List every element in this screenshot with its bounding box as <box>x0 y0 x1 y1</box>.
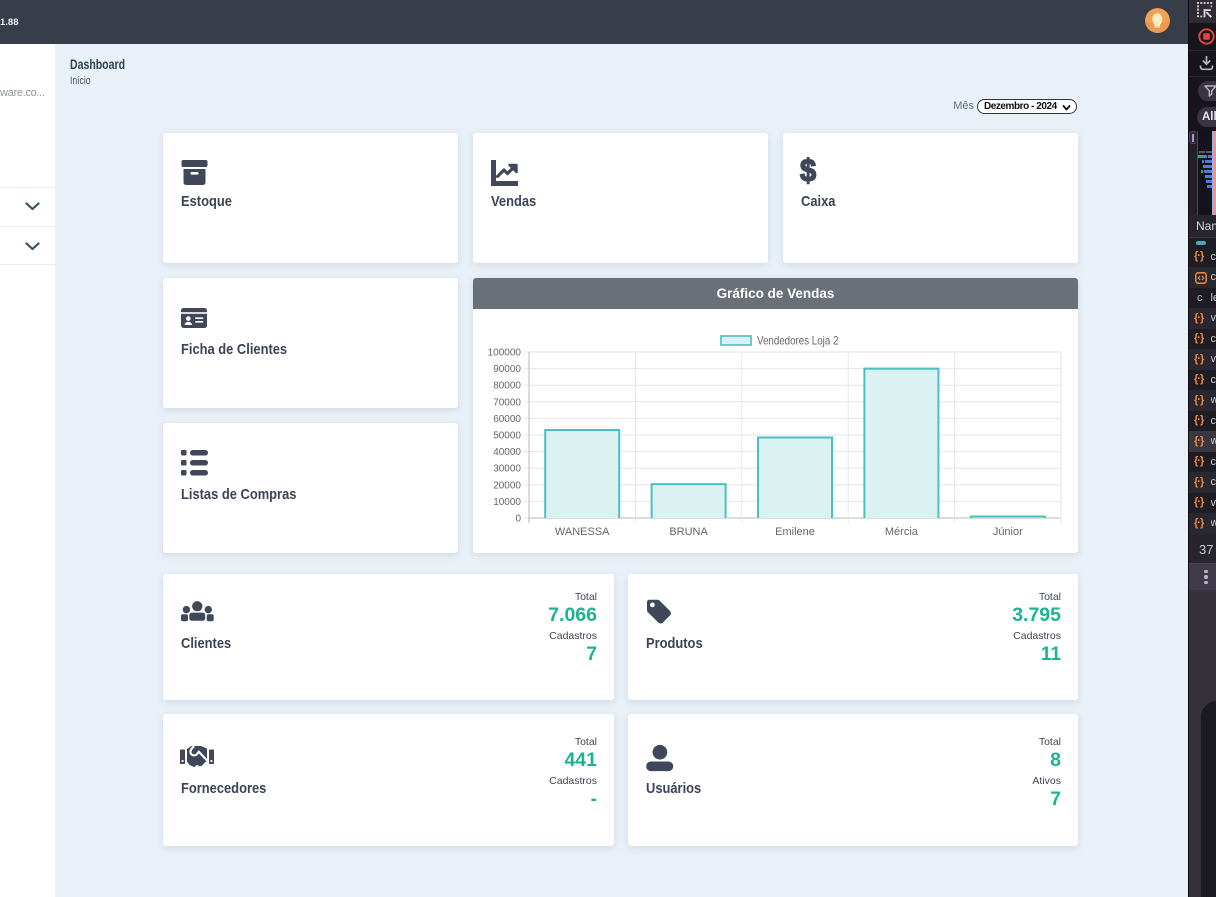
svg-text:Mércia: Mércia <box>885 526 919 538</box>
svg-text:Emilene: Emilene <box>775 526 815 538</box>
svg-text:90000: 90000 <box>493 364 521 375</box>
svg-text:Vendedores Loja 2: Vendedores Loja 2 <box>757 335 838 348</box>
svg-text:80000: 80000 <box>493 381 521 392</box>
svg-text:20000: 20000 <box>493 480 521 491</box>
svg-text:Júnior: Júnior <box>993 526 1023 538</box>
svg-text:50000: 50000 <box>493 431 521 442</box>
svg-text:10000: 10000 <box>493 497 521 508</box>
svg-text:70000: 70000 <box>493 397 521 408</box>
svg-text:60000: 60000 <box>493 414 521 425</box>
svg-text:40000: 40000 <box>493 447 521 458</box>
svg-text:WANESSA: WANESSA <box>555 526 610 538</box>
svg-text:30000: 30000 <box>493 464 521 475</box>
svg-text:BRUNA: BRUNA <box>669 526 708 538</box>
svg-text:100000: 100000 <box>488 348 522 359</box>
svg-text:0: 0 <box>515 514 521 525</box>
